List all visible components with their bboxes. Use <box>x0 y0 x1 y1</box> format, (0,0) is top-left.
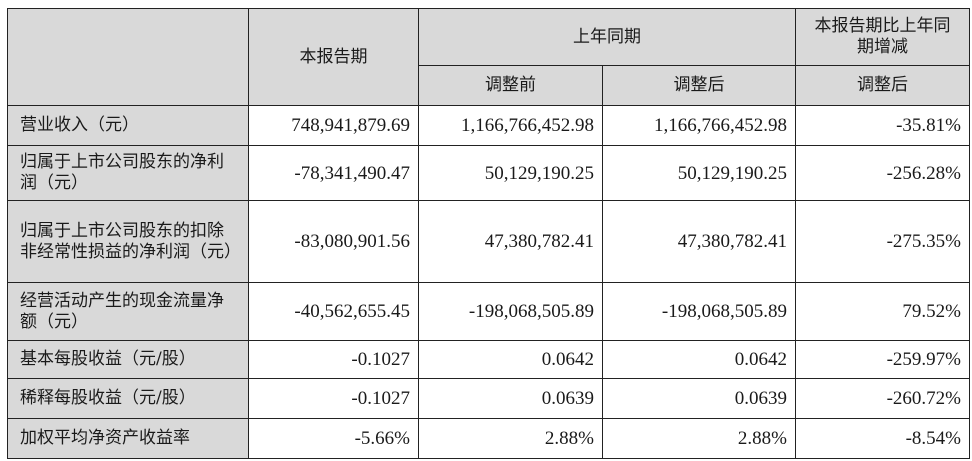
before-adjust-value: 0.0642 <box>418 340 603 379</box>
header-change-after-adjust: 调整后 <box>795 65 970 106</box>
row-label: 加权平均净资产收益率 <box>7 418 249 459</box>
after-adjust-value: 2.88% <box>602 418 796 459</box>
before-adjust-value: -198,068,505.89 <box>418 282 603 341</box>
header-current-period: 本报告期 <box>248 8 419 106</box>
change-value: -35.81% <box>795 105 970 146</box>
current-value: -0.1027 <box>248 340 419 379</box>
change-value: -259.97% <box>795 340 970 379</box>
change-value: -8.54% <box>795 418 970 459</box>
before-adjust-value: 1,166,766,452.98 <box>418 105 603 146</box>
header-before-adjust: 调整前 <box>418 65 603 106</box>
before-adjust-value: 2.88% <box>418 418 603 459</box>
after-adjust-value: 1,166,766,452.98 <box>602 105 796 146</box>
after-adjust-value: 0.0642 <box>602 340 796 379</box>
header-prior-period: 上年同期 <box>418 8 796 66</box>
before-adjust-value: 0.0639 <box>418 378 603 419</box>
after-adjust-value: 0.0639 <box>602 378 796 419</box>
change-value: -260.72% <box>795 378 970 419</box>
current-value: -0.1027 <box>248 378 419 419</box>
row-label: 归属于上市公司股东的扣除非经常性损益的净利润（元） <box>7 200 249 283</box>
table-row: 稀释每股收益（元/股） -0.1027 0.0639 0.0639 -260.72% <box>7 378 970 419</box>
before-adjust-value: 47,380,782.41 <box>418 200 603 283</box>
change-value: -275.35% <box>795 200 970 283</box>
after-adjust-value: -198,068,505.89 <box>602 282 796 341</box>
table-row: 基本每股收益（元/股） -0.1027 0.0642 0.0642 -259.97% <box>7 340 970 379</box>
change-value: 79.52% <box>795 282 970 341</box>
change-value: -256.28% <box>795 145 970 201</box>
current-value: -40,562,655.45 <box>248 282 419 341</box>
current-value: -78,341,490.47 <box>248 145 419 201</box>
blank-header <box>7 8 249 106</box>
row-label: 营业收入（元） <box>7 105 249 146</box>
header-after-adjust: 调整后 <box>602 65 796 106</box>
table-row: 归属于上市公司股东的净利润（元） -78,341,490.47 50,129,190… <box>7 145 970 201</box>
after-adjust-value: 50,129,190.25 <box>602 145 796 201</box>
table-row: 经营活动产生的现金流量净额（元） -40,562,655.45 -198,068,5… <box>7 282 970 341</box>
header-change: 本报告期比上年同期增减 <box>795 8 970 66</box>
table-row: 加权平均净资产收益率 -5.66% 2.88% 2.88% -8.54% <box>7 418 970 459</box>
before-adjust-value: 50,129,190.25 <box>418 145 603 201</box>
current-value: -5.66% <box>248 418 419 459</box>
financial-summary-table: 本报告期 上年同期 本报告期比上年同期增减 调整前 调整后 调整后 营业收入（元… <box>7 8 970 459</box>
current-value: -83,080,901.56 <box>248 200 419 283</box>
after-adjust-value: 47,380,782.41 <box>602 200 796 283</box>
current-value: 748,941,879.69 <box>248 105 419 146</box>
row-label: 基本每股收益（元/股） <box>7 340 249 379</box>
table-row: 归属于上市公司股东的扣除非经常性损益的净利润（元） -83,080,901.56 4… <box>7 200 970 283</box>
row-label: 经营活动产生的现金流量净额（元） <box>7 282 249 341</box>
table-row: 营业收入（元） 748,941,879.69 1,166,766,452.98 1,1… <box>7 105 970 146</box>
row-label: 归属于上市公司股东的净利润（元） <box>7 145 249 201</box>
row-label: 稀释每股收益（元/股） <box>7 378 249 419</box>
